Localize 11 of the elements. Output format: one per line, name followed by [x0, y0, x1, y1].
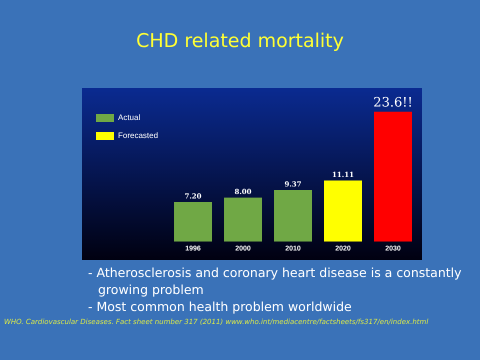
legend-label: Forecasted — [118, 131, 158, 140]
text: - Atherosclerosis and coronary heart disease is a constantly growing problem — [88, 264, 463, 298]
bar — [224, 198, 262, 242]
bar — [274, 190, 312, 242]
legend-label: Actual — [118, 113, 140, 122]
bar — [324, 180, 362, 242]
bar — [174, 202, 212, 242]
text: - Most common health problem worldwide — [88, 298, 353, 315]
bar — [374, 112, 412, 242]
data-label: 23.6!! — [373, 96, 413, 111]
chart-title: CHD related mortality — [135, 30, 345, 52]
